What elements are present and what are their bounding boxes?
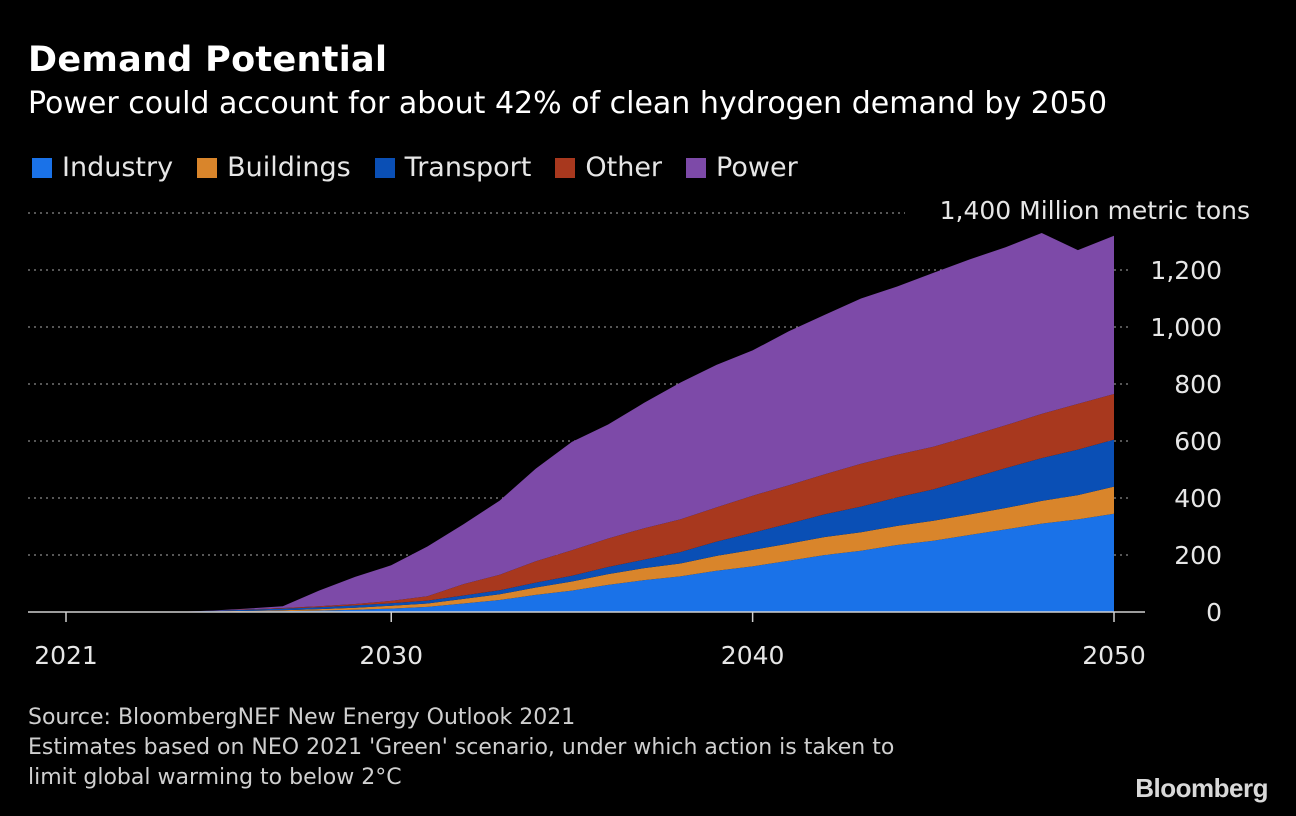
legend-item-buildings: Buildings (197, 152, 351, 183)
x-tick-label-2050: 2050 (1082, 641, 1146, 670)
y-tick-label-1200: 1,200 (1150, 256, 1222, 285)
y-tick-label-0: 0 (1206, 598, 1222, 627)
y-tick-label-600: 600 (1174, 427, 1222, 456)
area-layer (66, 233, 1114, 612)
y-tick-label-1000: 1,000 (1150, 313, 1222, 342)
y-tick-label-200: 200 (1174, 541, 1222, 570)
legend-label-transport: Transport (404, 152, 532, 183)
area-other (66, 394, 1114, 612)
area-industry (66, 513, 1114, 612)
x-tick-label-2040: 2040 (721, 641, 785, 670)
legend-label-other: Other (585, 152, 663, 183)
legend: Industry Buildings Transport Other Power (32, 152, 822, 183)
y-tick-label-800: 800 (1174, 370, 1222, 399)
chart-subtitle: Power could account for about 42% of cle… (28, 86, 1108, 121)
legend-label-buildings: Buildings (227, 152, 351, 183)
legend-swatch-transport (374, 157, 395, 178)
legend-item-other: Other (555, 152, 662, 183)
bloomberg-logo: Bloomberg (1135, 773, 1268, 803)
x-tick-label-2021: 2021 (34, 641, 98, 670)
legend-item-transport: Transport (374, 152, 532, 183)
area-buildings (66, 486, 1114, 612)
y-top-label: 1,400 Million metric tons (940, 196, 1250, 225)
legend-label-industry: Industry (62, 152, 174, 183)
source-note: Source: BloombergNEF New Energy Outlook … (28, 705, 576, 730)
chart-title: Demand Potential (28, 40, 388, 80)
scenario-note-line1: Estimates based on NEO 2021 'Green' scen… (28, 735, 895, 760)
legend-swatch-power (686, 157, 707, 178)
footer: Source: BloombergNEF New Energy Outlook … (28, 703, 894, 793)
legend-swatch-industry (32, 157, 52, 178)
legend-swatch-other (555, 157, 576, 178)
x-tick-label-2030: 2030 (359, 641, 423, 670)
legend-item-power: Power (686, 152, 798, 183)
legend-item-industry: Industry (32, 152, 173, 183)
area-power (66, 233, 1114, 612)
area-transport (66, 439, 1114, 612)
y-tick-label-400: 400 (1174, 484, 1222, 513)
legend-swatch-buildings (197, 157, 218, 178)
scenario-note-line2: limit global warming to below 2°C (28, 765, 402, 790)
grid-layer (28, 212, 1128, 556)
axis-layer: 2021 2030 2040 2050 0 200 400 600 800 1,000 1,200 1… (28, 196, 1250, 670)
legend-label-power: Power (716, 152, 798, 183)
